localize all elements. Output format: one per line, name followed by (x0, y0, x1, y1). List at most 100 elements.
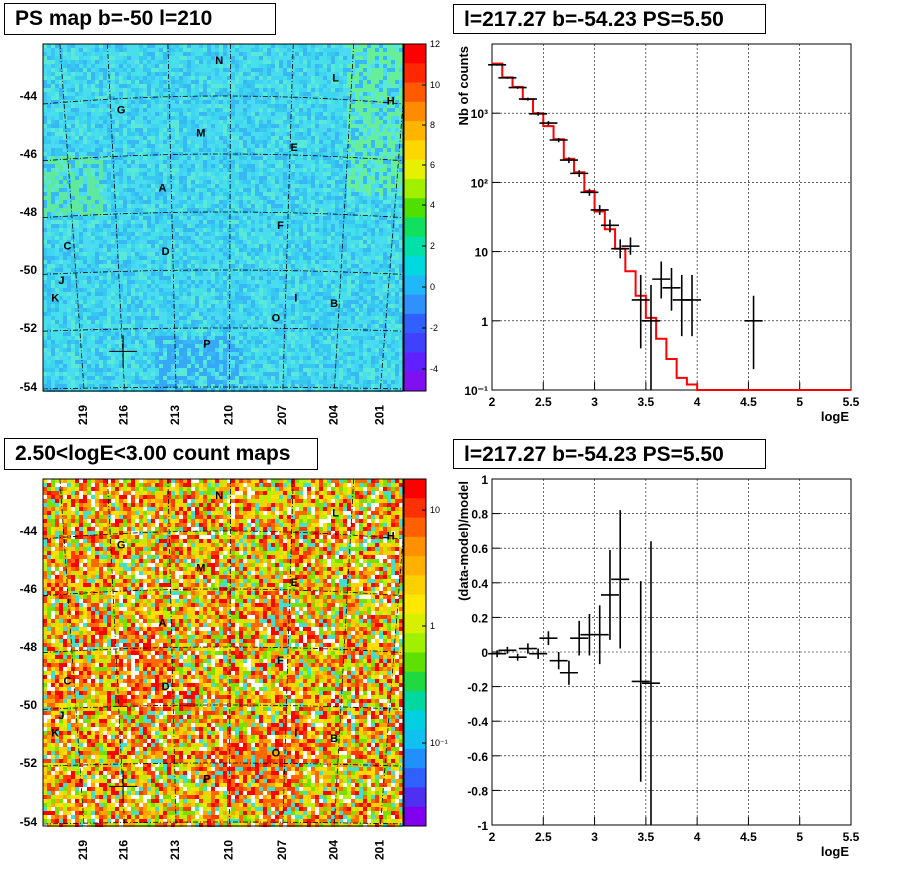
x-tick-label: 3 (591, 830, 598, 844)
y-axis-label: Nb of counts (456, 46, 471, 125)
lat-tick-label: -54 (20, 815, 38, 829)
source-label-m: M (196, 128, 205, 140)
x-tick-label: 5.5 (843, 395, 860, 409)
x-tick-label: 3.5 (638, 395, 655, 409)
source-label-a: A (159, 182, 167, 194)
lat-tick-label: -44 (20, 524, 38, 538)
top-left-title: PS map b=-50 l=210 (4, 3, 276, 35)
x-tick-label: 5 (796, 830, 803, 844)
lon-tick-label: 204 (326, 840, 340, 860)
y-tick-label: 1 (481, 315, 488, 329)
colorbar-label: 8 (430, 120, 435, 130)
y-tick-label: 0.8 (471, 508, 488, 522)
lat-tick-label: -54 (20, 380, 38, 394)
source-label-j: J (58, 275, 64, 287)
x-axis-label: logE (821, 409, 849, 424)
y-tick-label: -0.6 (467, 750, 488, 764)
y-tick-label: 0 (481, 646, 488, 660)
parallel-line (42, 646, 404, 653)
lon-tick-label: 210 (221, 405, 235, 425)
source-label-m: M (196, 563, 205, 575)
source-label-i: I (294, 292, 297, 304)
parallel-line (42, 386, 404, 390)
y-axis-label: (data-model)/model (456, 481, 471, 601)
meridian-line (229, 478, 231, 827)
colorbar-label: -2 (430, 323, 438, 333)
colorbar-label: 2 (430, 241, 435, 251)
meridian-line (59, 43, 85, 392)
colorbar-label: 6 (430, 160, 435, 170)
count-map (43, 479, 403, 827)
x-tick-label: 4 (694, 830, 701, 844)
source-label-j: J (58, 710, 64, 722)
parallel-line (42, 153, 404, 162)
lon-tick-label: 216 (117, 405, 131, 425)
meridian-line (229, 43, 231, 392)
source-label-l: L (332, 508, 339, 520)
source-label-d: D (162, 246, 170, 258)
colorbar-label: 10 (430, 80, 440, 90)
y-tick-label: 0.2 (471, 611, 488, 625)
source-label-c: C (64, 240, 72, 252)
source-label-h: H (387, 531, 395, 543)
y-tick-label: -0.4 (467, 715, 488, 729)
source-label-a: A (159, 617, 167, 629)
source-label-o: O (272, 748, 281, 760)
colorbar-label: 0 (430, 282, 435, 292)
y-tick-label: 1 (481, 473, 488, 487)
x-tick-label: 2 (489, 830, 496, 844)
lon-tick-label: 219 (76, 840, 90, 860)
source-label-n: N (215, 55, 223, 67)
lat-tick-label: -48 (20, 640, 38, 654)
meridian-line (333, 43, 355, 392)
lon-tick-label: 204 (326, 405, 340, 425)
bottom-right-title: l=217.27 b=-54.23 PS=5.50 (453, 439, 766, 469)
count-colorbar (403, 478, 427, 827)
source-label-c: C (64, 675, 72, 687)
x-tick-label: 4.5 (740, 395, 757, 409)
lon-tick-label: 201 (372, 405, 386, 425)
lon-tick-label: 213 (168, 405, 182, 425)
source-label-f: F (277, 220, 284, 232)
parallel-line (42, 269, 404, 275)
lon-tick-label: 216 (117, 840, 131, 860)
lat-tick-label: -46 (20, 582, 38, 596)
colorbar-label: 12 (430, 39, 440, 49)
meridian-line (333, 478, 355, 827)
meridian-line (379, 43, 409, 392)
x-tick-label: 2.5 (535, 395, 552, 409)
meridian-line (167, 43, 177, 392)
lon-tick-label: 207 (275, 405, 289, 425)
source-label-d: D (162, 681, 170, 693)
top-right-title: l=217.27 b=-54.23 PS=5.50 (453, 4, 766, 34)
source-label-p: P (203, 774, 210, 786)
meridian-line (107, 478, 125, 827)
source-label-h: H (387, 96, 395, 108)
y-tick-label: -1 (477, 819, 488, 833)
lat-tick-label: -48 (20, 205, 38, 219)
source-label-e: E (291, 577, 298, 589)
parallel-line (42, 762, 404, 767)
lat-tick-label: -50 (20, 263, 38, 277)
lat-tick-label: -52 (20, 321, 38, 335)
x-tick-label: 5.5 (843, 830, 860, 844)
parallel-line (42, 530, 404, 540)
y-tick-label: 10³ (471, 107, 488, 121)
meridian-line (107, 43, 125, 392)
parallel-line (42, 95, 404, 105)
colorbar-label: 1 (430, 621, 435, 631)
spectrum-plot-area (491, 43, 852, 391)
source-label-b: B (330, 733, 338, 745)
ps-map (43, 44, 403, 392)
parallel-line (42, 211, 404, 218)
colorbar-label: 10⁻¹ (430, 738, 448, 748)
meridian-line (282, 478, 294, 827)
source-label-g: G (117, 104, 126, 116)
y-tick-label: 0.4 (471, 577, 488, 591)
source-label-b: B (330, 298, 338, 310)
source-label-p: P (203, 339, 210, 351)
y-tick-label: 10 (475, 246, 489, 260)
parallel-line (42, 588, 404, 597)
meridian-line (167, 478, 177, 827)
